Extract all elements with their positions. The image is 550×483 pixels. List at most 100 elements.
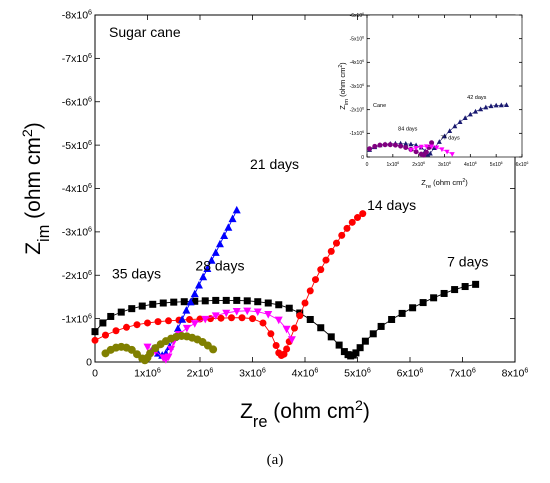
data-point bbox=[338, 231, 346, 239]
data-point bbox=[232, 308, 241, 316]
data-point bbox=[498, 102, 504, 108]
data-point bbox=[178, 315, 187, 323]
data-point bbox=[199, 272, 208, 281]
series-annotation: 77 days bbox=[441, 135, 461, 141]
inset-chart: 0 1x106 2x106 3x106 4x106 5x106 6x106 0 -1x106 -2… bbox=[338, 12, 528, 190]
data-point bbox=[99, 319, 107, 327]
data-point bbox=[398, 309, 406, 317]
data-point bbox=[478, 106, 484, 112]
data-point bbox=[212, 296, 220, 304]
data-point bbox=[398, 143, 404, 149]
y-tick-label: -6x106 bbox=[62, 95, 92, 108]
data-point bbox=[102, 331, 109, 339]
data-point bbox=[493, 102, 499, 108]
data-point bbox=[165, 317, 172, 325]
x-axis-label: Zre (ohm cm2) bbox=[240, 398, 370, 431]
data-point bbox=[253, 308, 262, 317]
data-point bbox=[272, 342, 280, 350]
data-point bbox=[423, 149, 429, 155]
data-point bbox=[419, 299, 427, 307]
x-axis-label: Zre (ohm cm2) bbox=[421, 178, 468, 190]
data-point bbox=[461, 283, 469, 291]
x-tick-label: 6x106 bbox=[397, 367, 424, 380]
data-point bbox=[215, 239, 224, 248]
series-annotation: 21 days bbox=[250, 156, 299, 172]
data-point bbox=[451, 286, 459, 294]
data-point bbox=[403, 145, 409, 151]
series-annotation: 84 days bbox=[398, 126, 418, 132]
data-point bbox=[123, 323, 130, 331]
x-tick-label: 8x106 bbox=[502, 367, 529, 380]
data-point bbox=[203, 264, 212, 272]
x-tick-label: 6x106 bbox=[516, 161, 529, 168]
data-point bbox=[413, 149, 419, 155]
x-tick-label: 5x106 bbox=[490, 161, 503, 168]
data-point bbox=[228, 214, 237, 223]
data-point bbox=[275, 301, 283, 309]
data-point bbox=[220, 231, 229, 240]
data-point bbox=[194, 280, 203, 289]
y-axis-label: Zim (ohm cm2) bbox=[20, 122, 53, 255]
data-point bbox=[173, 324, 182, 332]
series-35-days bbox=[101, 331, 218, 365]
data-point bbox=[467, 111, 473, 117]
data-point bbox=[128, 305, 136, 313]
y-tick-label: 0 bbox=[86, 357, 92, 369]
data-point bbox=[382, 142, 388, 148]
y-tick-label: -4x106 bbox=[350, 59, 365, 66]
x-tick-label: 2x106 bbox=[187, 367, 214, 380]
data-point bbox=[191, 297, 199, 305]
data-point bbox=[444, 149, 450, 155]
data-point bbox=[392, 142, 398, 148]
data-point bbox=[228, 314, 235, 322]
y-axis-label: Zim (ohm cm2) bbox=[338, 62, 350, 110]
data-point bbox=[429, 144, 435, 150]
data-point bbox=[112, 327, 120, 335]
data-point bbox=[447, 128, 453, 133]
data-point bbox=[377, 142, 383, 148]
x-tick-label: 4x106 bbox=[292, 367, 319, 380]
data-point bbox=[207, 256, 216, 264]
data-point bbox=[282, 325, 291, 334]
data-point bbox=[312, 276, 319, 284]
data-point bbox=[472, 280, 480, 288]
data-point bbox=[431, 145, 437, 151]
data-point bbox=[149, 300, 157, 308]
data-point bbox=[488, 103, 494, 109]
data-point bbox=[232, 205, 241, 214]
data-point bbox=[306, 315, 314, 323]
data-point bbox=[222, 309, 231, 318]
data-point bbox=[504, 102, 509, 107]
data-point bbox=[327, 333, 335, 341]
y-tick-label: -8x106 bbox=[62, 9, 92, 22]
data-point bbox=[211, 248, 220, 256]
y-tick-label: -5x106 bbox=[62, 139, 92, 152]
data-point bbox=[452, 123, 458, 129]
data-point bbox=[285, 304, 293, 312]
series-77-days bbox=[408, 144, 455, 157]
data-point bbox=[427, 150, 433, 156]
data-point bbox=[144, 319, 151, 327]
data-point bbox=[423, 144, 429, 150]
series-14-days bbox=[91, 210, 367, 359]
series-annotation: 7 days bbox=[447, 254, 488, 270]
series-annotation: 14 days bbox=[367, 197, 416, 213]
data-point bbox=[217, 314, 225, 322]
data-point bbox=[267, 330, 275, 338]
y-tick-label: -7x106 bbox=[62, 52, 92, 65]
data-point bbox=[333, 239, 340, 247]
data-point bbox=[436, 139, 442, 144]
x-tick-label: 4x106 bbox=[464, 161, 477, 168]
data-point bbox=[348, 218, 356, 226]
data-point bbox=[361, 337, 369, 345]
data-point bbox=[343, 224, 351, 232]
x-tick-label: 1x106 bbox=[386, 161, 399, 168]
data-point bbox=[408, 141, 414, 147]
x-tick-label: 3x106 bbox=[239, 367, 266, 380]
data-point bbox=[439, 147, 445, 153]
series-annotation: 42 days bbox=[467, 95, 487, 101]
data-point bbox=[107, 312, 115, 320]
data-point bbox=[91, 336, 99, 344]
y-tick-label: -2x106 bbox=[350, 106, 365, 113]
